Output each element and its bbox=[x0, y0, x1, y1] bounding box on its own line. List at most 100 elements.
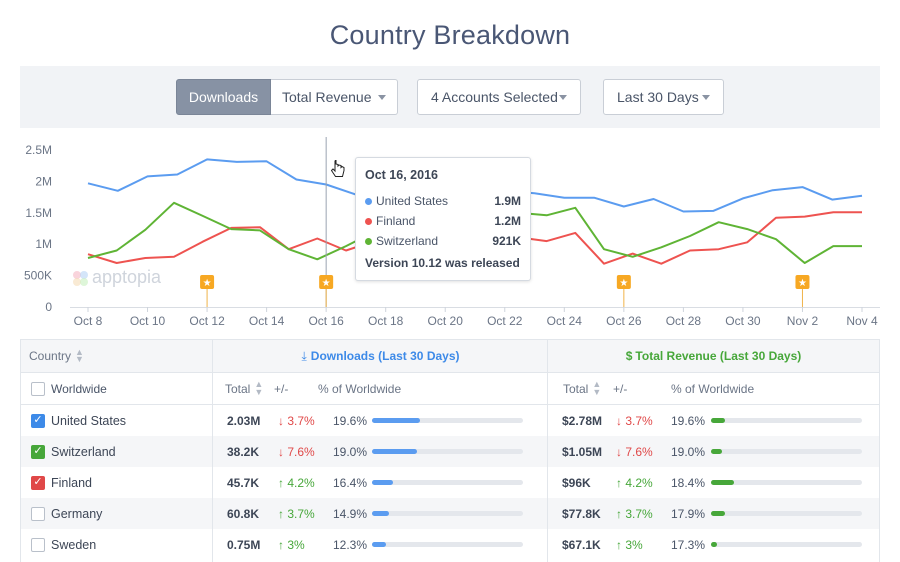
total-label: Total bbox=[225, 381, 251, 396]
downloads-chart[interactable]: apptopia ★ ★ ★ ★ 0 500K 1M 1.5M 2M 2.5M Oct 8 Oct … bbox=[20, 135, 880, 335]
worldwide-checkbox[interactable] bbox=[31, 381, 45, 396]
country-checkbox[interactable] bbox=[31, 506, 45, 521]
country-checkbox[interactable]: ✓ bbox=[31, 444, 45, 459]
tooltip-row: Finland 1.2M bbox=[365, 211, 521, 231]
revenue-share-bar bbox=[711, 542, 862, 547]
revenue-total: $2.78M bbox=[562, 413, 603, 428]
dl-change-header[interactable]: +/- bbox=[274, 373, 288, 404]
x-tick-label: Oct 12 bbox=[189, 314, 225, 328]
country-cell[interactable]: ✓ Switzerland bbox=[31, 436, 116, 467]
country-cell[interactable]: ✓ United States bbox=[31, 405, 126, 436]
revenue-group-header: $ Total Revenue (Last 30 Days) bbox=[548, 340, 879, 372]
chart-svg: apptopia ★ ★ ★ ★ 0 500K 1M 1.5M 2M 2.5M Oct 8 Oct … bbox=[24, 137, 880, 328]
table-row[interactable]: Germany 60.8K ↑ 3.7% 14.9% $77.8K ↑ 3.7% 17.9% bbox=[21, 498, 879, 529]
legend-dot-icon bbox=[365, 217, 372, 225]
country-name: Switzerland bbox=[51, 444, 116, 459]
version-marker-icon bbox=[795, 275, 810, 289]
date-range-dropdown[interactable]: Last 30 Days bbox=[603, 79, 724, 115]
table-row[interactable]: ✓ Switzerland 38.2K ↓ 7.6% 19.0% $1.05M ↓ 7.6%… bbox=[21, 436, 879, 467]
metric-toggle: Downloads Total Revenue bbox=[176, 79, 398, 115]
rev-change-header[interactable]: +/- bbox=[613, 373, 627, 404]
star-icon: ★ bbox=[798, 278, 807, 289]
revenue-pct: 19.6% bbox=[671, 413, 706, 428]
country-column-header[interactable]: Country ▲ ▼ bbox=[29, 340, 84, 372]
revenue-share-bar bbox=[711, 480, 862, 485]
x-tick-label: Oct 30 bbox=[725, 314, 761, 328]
x-tick-label: Nov 2 bbox=[787, 314, 819, 328]
country-name: Finland bbox=[51, 475, 92, 490]
x-tick-label: Oct 8 bbox=[74, 314, 103, 328]
rev-total-header[interactable]: Total ▲ ▼ bbox=[563, 373, 601, 404]
tooltip-series-name: United States bbox=[376, 194, 449, 208]
country-checkbox[interactable]: ✓ bbox=[31, 413, 45, 428]
revenue-share-fill bbox=[711, 418, 725, 423]
revenue-pct: 17.9% bbox=[671, 506, 706, 521]
version-marker-icon bbox=[616, 275, 631, 289]
revenue-share-fill bbox=[711, 449, 722, 454]
table-row[interactable]: Sweden 0.75M ↑ 3% 12.3% $67.1K ↑ 3% 17.3% bbox=[21, 529, 879, 560]
downloads-total: 0.75M bbox=[227, 537, 261, 552]
x-tick-label: Oct 16 bbox=[308, 314, 344, 328]
star-icon: ★ bbox=[203, 278, 212, 289]
watermark-text: apptopia bbox=[92, 267, 162, 287]
legend-dot-icon bbox=[365, 237, 372, 245]
chart-tooltip: Oct 16, 2016 United States 1.9M Finland … bbox=[355, 157, 531, 281]
revenue-total: $67.1K bbox=[562, 537, 601, 552]
pct-label: % of Worldwide bbox=[671, 381, 755, 396]
tooltip-note: Version 10.12 was released bbox=[365, 256, 520, 270]
sort-icon: ▲ ▼ bbox=[254, 379, 264, 397]
table-row[interactable]: ✓ Finland 45.7K ↑ 4.2% 16.4% $96K ↑ 4.2% 18.4% bbox=[21, 467, 879, 498]
sort-icon: ▲ ▼ bbox=[592, 379, 602, 397]
chevron-down-icon bbox=[378, 94, 386, 100]
revenue-share-fill bbox=[711, 480, 734, 485]
tooltip-series-name: Switzerland bbox=[376, 234, 439, 248]
downloads-change: ↑ 3.7% bbox=[278, 506, 315, 521]
star-icon: ★ bbox=[322, 278, 331, 289]
tooltip-date: Oct 16, 2016 bbox=[365, 168, 438, 182]
table-row[interactable]: ✓ United States 2.03M ↓ 3.7% 19.6% $2.78M ↓ 3.… bbox=[21, 405, 879, 436]
star-icon: ★ bbox=[619, 278, 628, 289]
downloads-pct: 14.9% bbox=[333, 506, 368, 521]
apptopia-logo-icon bbox=[73, 271, 88, 286]
revenue-pct: 18.4% bbox=[671, 475, 706, 490]
revenue-header-label: Total Revenue (Last 30 Days) bbox=[635, 349, 802, 363]
downloads-tab[interactable]: Downloads bbox=[176, 79, 271, 115]
date-range-label: Last 30 Days bbox=[617, 89, 699, 105]
downloads-share-bar bbox=[372, 511, 523, 516]
x-tick-label: Oct 18 bbox=[368, 314, 404, 328]
total-revenue-dropdown[interactable]: Total Revenue bbox=[271, 79, 398, 115]
revenue-pct: 17.3% bbox=[671, 537, 706, 552]
downloads-change: ↓ 7.6% bbox=[278, 444, 315, 459]
dl-pct-header[interactable]: % of Worldwide bbox=[318, 373, 401, 404]
accounts-dropdown[interactable]: 4 Accounts Selected bbox=[417, 79, 581, 115]
country-cell[interactable]: Germany bbox=[31, 498, 102, 529]
country-checkbox[interactable]: ✓ bbox=[31, 475, 45, 490]
revenue-share-bar bbox=[711, 511, 862, 516]
dl-total-header[interactable]: Total ▲ ▼ bbox=[225, 373, 263, 404]
tooltip-series-value: 921K bbox=[492, 234, 521, 248]
total-label: Total bbox=[563, 381, 589, 396]
country-table: Country ▲ ▼ ⤓ Downloads (Last 30 Days) $ … bbox=[20, 339, 880, 562]
x-tick-label: Nov 4 bbox=[846, 314, 878, 328]
downloads-total: 45.7K bbox=[227, 475, 260, 490]
revenue-pct: 19.0% bbox=[671, 444, 706, 459]
worldwide-row[interactable]: Worldwide bbox=[31, 373, 107, 404]
x-tick-label: Oct 26 bbox=[606, 314, 642, 328]
change-label: +/- bbox=[274, 381, 289, 396]
accounts-label: 4 Accounts Selected bbox=[431, 89, 558, 105]
downloads-total: 60.8K bbox=[227, 506, 260, 521]
country-cell[interactable]: Sweden bbox=[31, 529, 96, 560]
revenue-total: $1.05M bbox=[562, 444, 603, 459]
y-tick-label: 2.5M bbox=[25, 143, 52, 157]
rev-pct-header[interactable]: % of Worldwide bbox=[671, 373, 754, 404]
y-tick-label: 1.5M bbox=[25, 206, 52, 220]
legend-dot-icon bbox=[365, 197, 372, 205]
downloads-total: 2.03M bbox=[227, 413, 261, 428]
country-checkbox[interactable] bbox=[31, 537, 45, 552]
downloads-pct: 16.4% bbox=[333, 475, 368, 490]
chevron-down-icon bbox=[559, 94, 567, 100]
country-name: United States bbox=[51, 413, 127, 428]
downloads-total: 38.2K bbox=[227, 444, 260, 459]
downloads-pct: 12.3% bbox=[333, 537, 368, 552]
country-cell[interactable]: ✓ Finland bbox=[31, 467, 92, 498]
